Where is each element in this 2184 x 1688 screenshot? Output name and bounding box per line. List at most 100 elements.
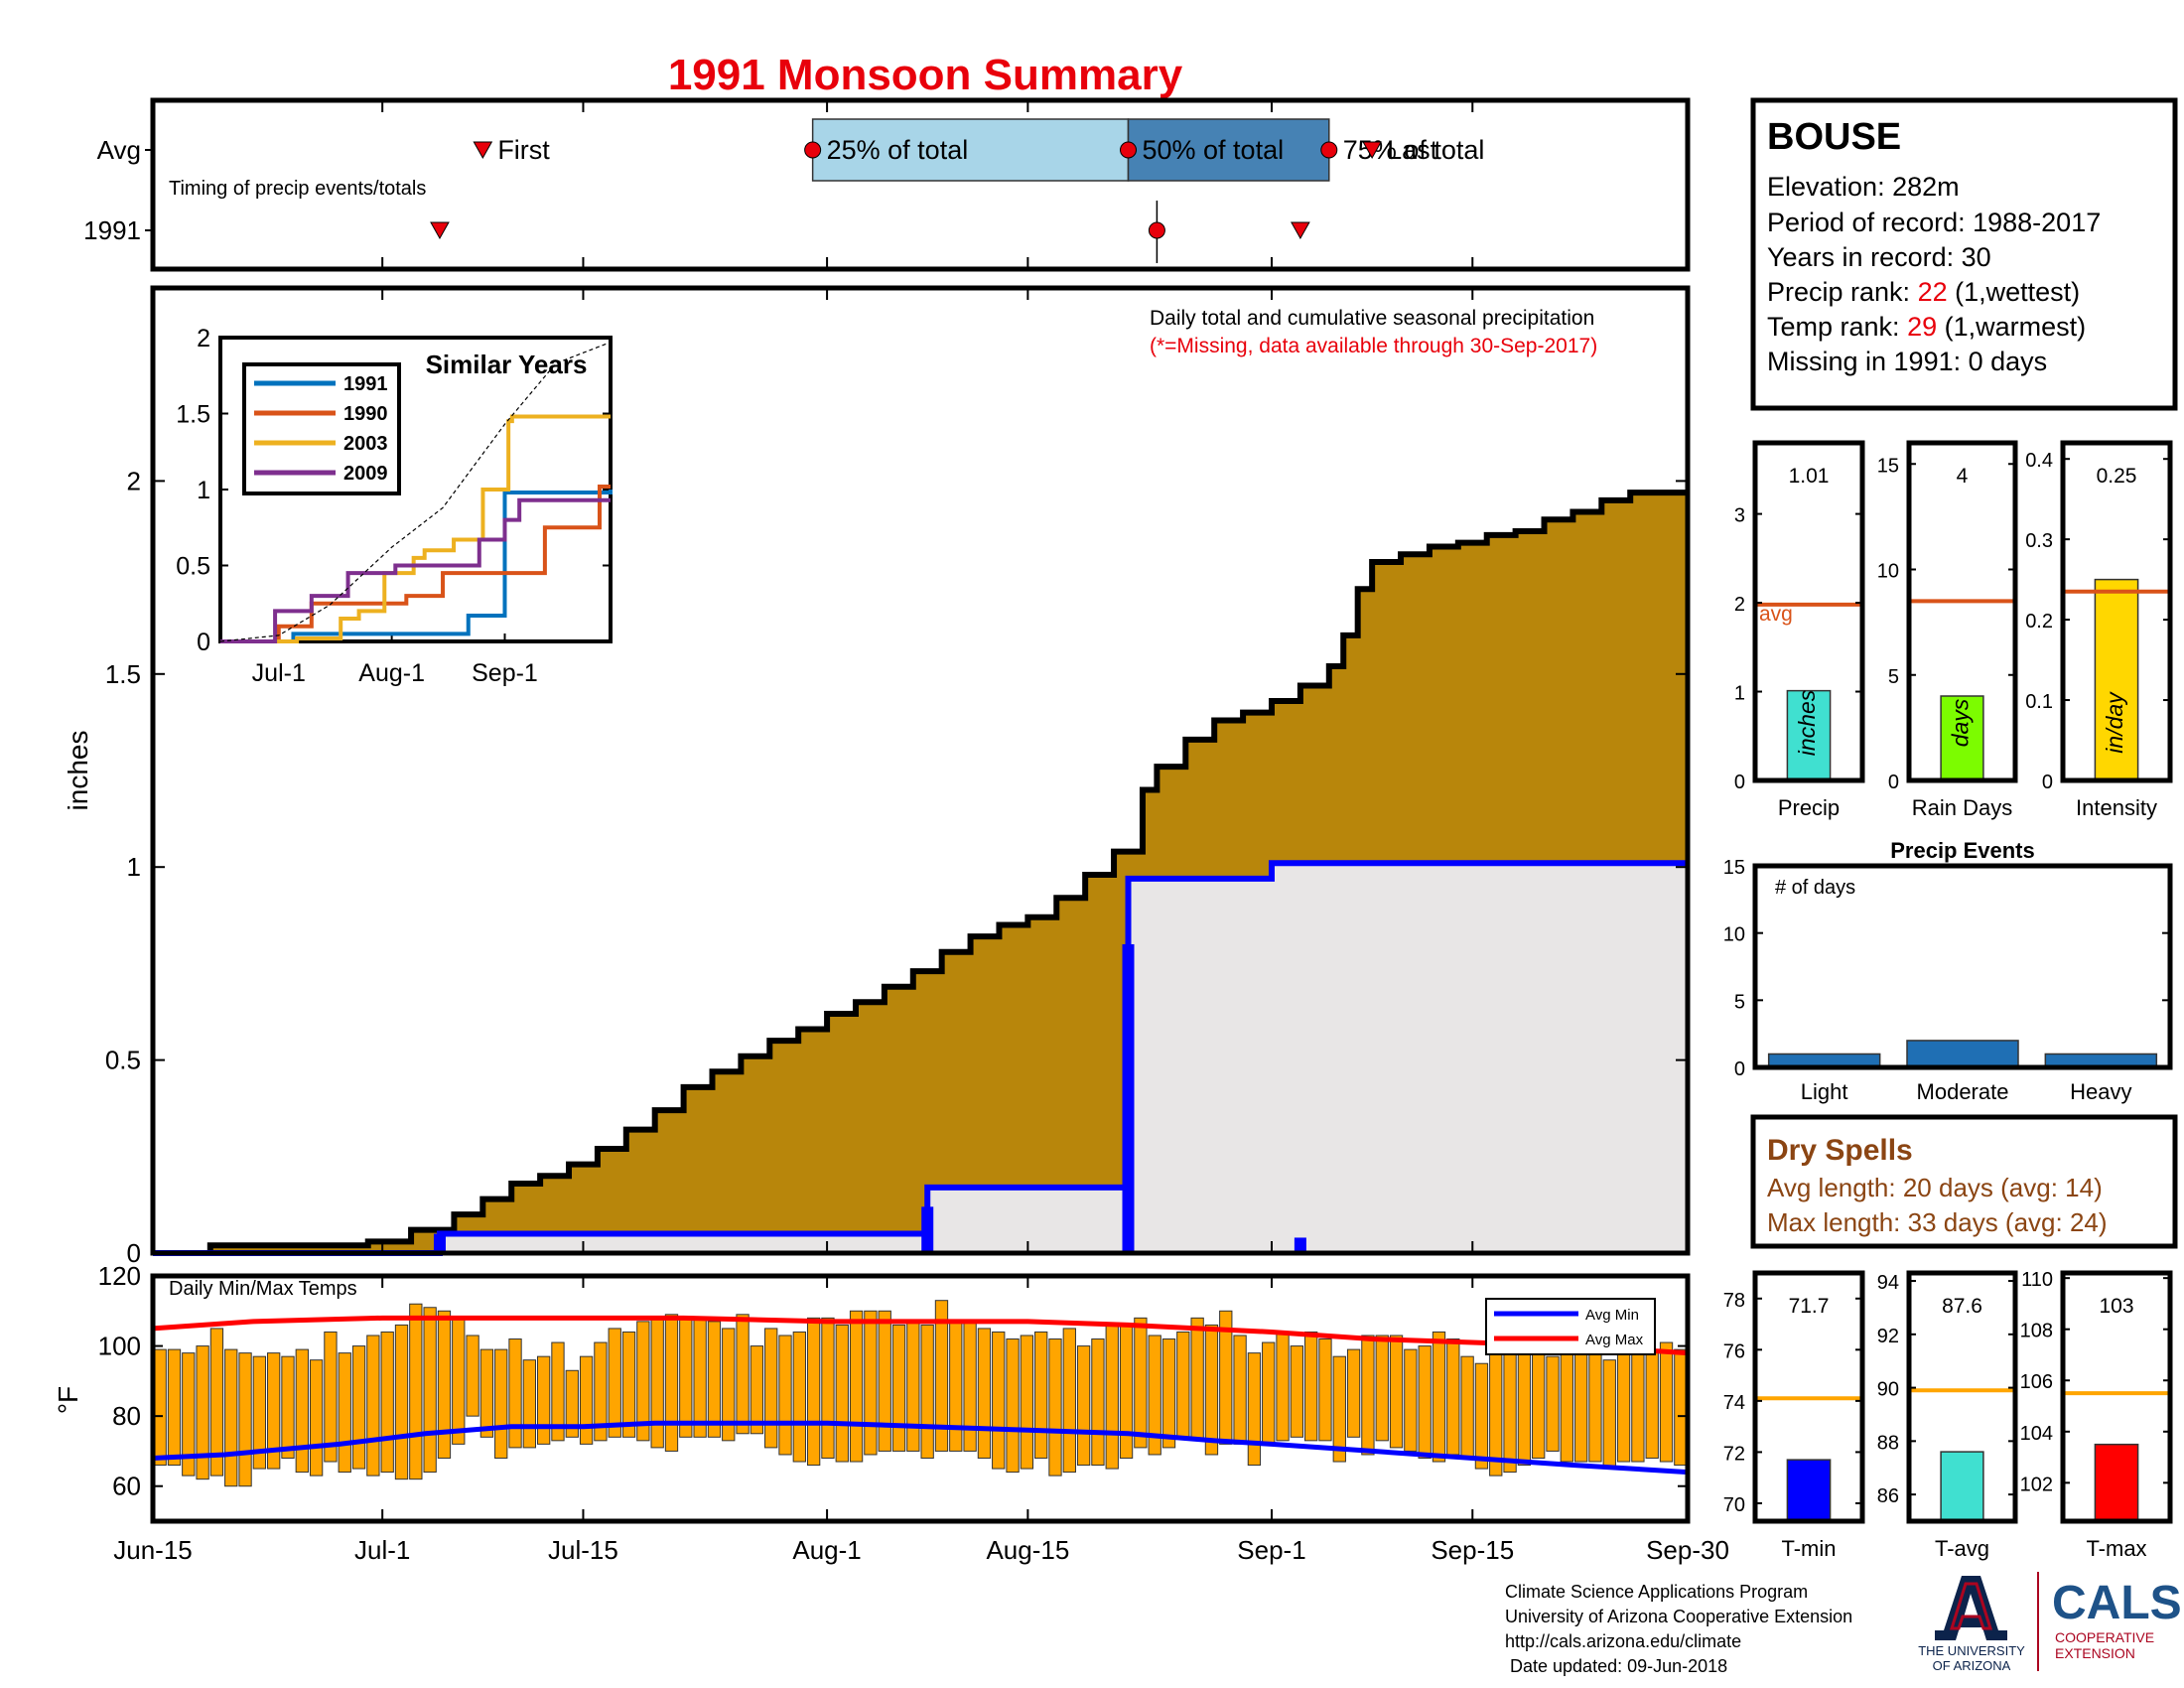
- small-chart-tick-label: 90: [1877, 1379, 1899, 1401]
- precip-events-category: Moderate: [1917, 1079, 2009, 1104]
- date-tick-label: Aug-1: [792, 1535, 861, 1565]
- date-axis: Jun-15 Jul-1 Jul-15 Aug-1 Aug-15 Sep-1 Sep-15 S…: [113, 100, 1729, 1565]
- temp-y-tick-label: 100: [98, 1332, 141, 1361]
- small-chart-frame: [1906, 440, 2018, 783]
- daily-temp-bar: [1034, 1331, 1048, 1459]
- temp-avg-max-line: [152, 1315, 1689, 1356]
- daily-temp-bar: [1616, 1341, 1631, 1463]
- precip-plot-frame: [150, 285, 1691, 1256]
- cals-logo-sub-1: COOPERATIVE: [2055, 1629, 2154, 1645]
- daily-temp-bar: [1474, 1362, 1489, 1470]
- daily-temp-bar: [679, 1317, 693, 1438]
- inset-y-tick-label: 1: [197, 477, 210, 504]
- small-chart-xlabel: T-min: [1782, 1536, 1837, 1561]
- daily-temp-bar: [295, 1348, 309, 1474]
- small-chart-tick-label: 3: [1734, 505, 1745, 527]
- dry-spells-max: Max length: 33 days (avg: 24): [1767, 1207, 2108, 1237]
- temp-legend-frame: [1485, 1298, 1656, 1355]
- summary-bar-charts: 0 1 2 3 1.01 Precip inches avg 0 5 10 15 4 Rain Days d…: [1723, 440, 2173, 1561]
- daily-temp-bar: [992, 1331, 1006, 1470]
- daily-temp-bar: [1062, 1328, 1076, 1474]
- events-frame: [1752, 863, 2173, 1070]
- small-chart-tick-label: 5: [1888, 666, 1899, 688]
- temp-legend-label-max: Avg Max: [1585, 1332, 1644, 1348]
- daily-temp-bar: [764, 1328, 778, 1449]
- daily-temp-bar: [1346, 1348, 1361, 1438]
- small-chart-tick-label: 88: [1877, 1432, 1899, 1454]
- inset-x-tick-label: Jul-1: [252, 659, 306, 687]
- temperature-panel: 60 80 100 120 °F Daily Min/Max Temps Avg Min Av…: [53, 1261, 1691, 1524]
- avg-50-marker: [1120, 141, 1138, 159]
- inset-x-tick-label: Sep-1: [472, 659, 538, 687]
- small-chart-tick-label: 0: [1734, 772, 1745, 793]
- dry-spells-avg: Avg length: 20 days (avg: 14): [1767, 1173, 2103, 1202]
- footer-line-4: Date updated: 09-Jun-2018: [1505, 1656, 1727, 1676]
- daily-temp-bar: [224, 1348, 238, 1487]
- daily-temp-bar: [508, 1338, 522, 1449]
- timing-row-label-year: 1991: [83, 215, 141, 245]
- small-chart-unit: inches: [1794, 689, 1820, 756]
- daily-temp-bar: [394, 1324, 409, 1480]
- station-temp-rank: Temp rank: 29 (1,warmest): [1767, 312, 2086, 342]
- daily-temp-bar: [409, 1303, 423, 1480]
- inset-y-tick-label: 0: [197, 629, 210, 656]
- small-chart-tick-label: 94: [1877, 1272, 1899, 1294]
- avg-25-marker: [804, 141, 822, 159]
- daily-temp-bar: [380, 1331, 394, 1474]
- small-chart-tick-label: 102: [2020, 1474, 2053, 1495]
- precip-y-tick-label: 1: [127, 852, 141, 882]
- timing-box-25-50: [811, 118, 1130, 182]
- inset-title: Similar Years: [426, 350, 588, 379]
- daily-temp-bar: [324, 1331, 338, 1463]
- small-chart-bar-8: [1940, 1451, 1984, 1522]
- date-tick-label: Sep-1: [1237, 1535, 1305, 1565]
- small-chart-value: 87.6: [1942, 1295, 1982, 1318]
- daily-temp-bar: [1176, 1331, 1190, 1438]
- date-tick-label: Aug-15: [986, 1535, 1069, 1565]
- station-name: BOUSE: [1767, 116, 1901, 158]
- cals-logo: CALS COOPERATIVE EXTENSION: [2052, 1577, 2182, 1661]
- daily-temp-bar: [722, 1328, 736, 1442]
- year-last-marker: [1291, 221, 1310, 240]
- daily-temp-bar: [920, 1324, 934, 1459]
- daily-temp-bar: [806, 1317, 821, 1467]
- daily-temp-bar: [621, 1331, 636, 1438]
- cals-logo-text: CALS: [2052, 1577, 2182, 1629]
- date-tick-label: Jul-15: [548, 1535, 618, 1565]
- events-bg: [1755, 866, 2170, 1067]
- inset-y-tick-label: 1.5: [176, 401, 210, 429]
- small-chart-value: 1.01: [1789, 465, 1830, 488]
- daily-temp-bar: [1389, 1335, 1404, 1449]
- small-chart-tick-label: 15: [1877, 455, 1899, 477]
- precip-y-tick-label: 2: [127, 466, 141, 495]
- daily-temp-bar: [466, 1335, 479, 1417]
- small-chart-tick-label: 0.4: [2025, 450, 2053, 472]
- small-chart-value: 0.25: [2097, 465, 2137, 488]
- daily-temp-bar: [1247, 1352, 1262, 1467]
- daily-temp-bar: [1546, 1355, 1560, 1452]
- daily-temp-bar: [636, 1321, 650, 1442]
- similar-years-inset: 0 0.5 1 1.5 2 Jul-1 Aug-1 Sep-1 Similar Years 199…: [176, 325, 613, 687]
- daily-temp-bar: [167, 1348, 182, 1467]
- small-chart-tick-label: 106: [2020, 1371, 2053, 1393]
- precip-events-title: Precip Events: [1890, 838, 2035, 863]
- cals-logo-sub-2: EXTENSION: [2055, 1645, 2135, 1661]
- dry-spells-title: Dry Spells: [1767, 1134, 1913, 1167]
- small-chart-tick-label: 72: [1723, 1443, 1745, 1465]
- daily-temp-bar: [351, 1345, 366, 1470]
- daily-temp-bar: [1161, 1338, 1176, 1449]
- small-chart-tick-label: 70: [1723, 1494, 1745, 1516]
- daily-temp-bar: [267, 1352, 281, 1470]
- temp-legend-label-min: Avg Min: [1585, 1307, 1639, 1324]
- daily-temp-bar: [977, 1328, 992, 1459]
- small-chart-tick-label: 92: [1877, 1326, 1899, 1347]
- daily-temp-bar: [238, 1352, 252, 1487]
- small-chart-frame: [2060, 440, 2173, 783]
- daily-temp-bar: [707, 1321, 722, 1438]
- avg-last-label: Last: [1387, 135, 1438, 165]
- timing-panel: Avg 1991 Timing of precip events/totals Fir…: [83, 97, 1691, 272]
- events-tick-label: 0: [1734, 1058, 1745, 1080]
- small-chart-xlabel: Intensity: [2076, 795, 2157, 820]
- year-cumulative-area: [153, 863, 1688, 1253]
- small-chart-tick-label: 10: [1877, 561, 1899, 583]
